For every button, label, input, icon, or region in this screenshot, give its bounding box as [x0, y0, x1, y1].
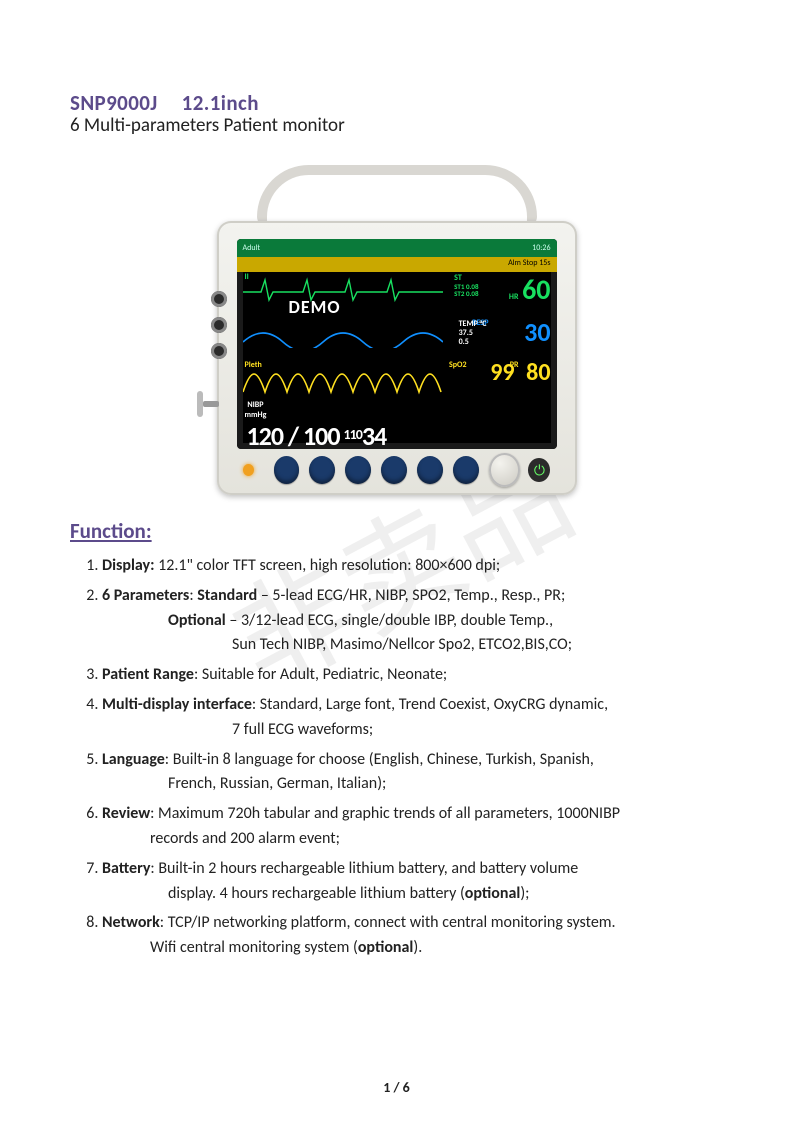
- item-cont: French, Russian, German, Italian);: [102, 772, 723, 797]
- product-image: Adult 10:26 Alm Stop 15s II DEMO HR: [70, 165, 723, 500]
- screen-size: 12.1inch: [182, 90, 259, 116]
- list-item: Review: Maximum 720h tabular and graphic…: [102, 802, 723, 852]
- device-button: [345, 456, 371, 484]
- ecg-lead-label: II: [245, 272, 249, 282]
- list-item: Multi-display interface: Standard, Large…: [102, 693, 723, 743]
- item-body: : TCP/IP networking platform, connect wi…: [160, 913, 616, 932]
- rotary-knob: [489, 453, 520, 487]
- page: 非卖品 SNP9000J12.1inch 6 Multi-parameters …: [0, 0, 793, 1122]
- list-item: Display: 12.1" color TFT screen, high re…: [102, 554, 723, 579]
- title-line: SNP9000J 12.1inch: [70, 90, 723, 116]
- item-body: 12.1" color TFT screen, high resolution:…: [155, 556, 501, 575]
- item-lead: Patient Range: [102, 665, 194, 684]
- device-handle: [257, 165, 537, 227]
- item-body: : Maximum 720h tabular and graphic trend…: [150, 804, 620, 823]
- power-led-icon: [243, 464, 254, 476]
- item-lead: Review: [102, 804, 150, 823]
- item-cont3: records and 200 alarm event;: [102, 827, 723, 852]
- hr-value: 60: [522, 272, 550, 307]
- list-item: Network: TCP/IP networking platform, con…: [102, 911, 723, 961]
- pr-value: 80: [526, 358, 550, 387]
- page-number: 1 / 6: [0, 1079, 793, 1096]
- item-body2: – 5-lead ECG/HR, NIBP, SPO2, Temp., Resp…: [257, 586, 565, 605]
- nibp-sys: 120: [247, 420, 284, 449]
- item-lead: Language: [102, 750, 165, 769]
- item-cont3: Wifi central monitoring system (optional…: [102, 936, 723, 961]
- pr-label: PR: [510, 360, 519, 370]
- item-cont: display. 4 hours rechargeable lithium ba…: [102, 882, 723, 907]
- list-item: Patient Range: Suitable for Adult, Pedia…: [102, 663, 723, 688]
- power-button-icon: ⏻: [528, 458, 550, 482]
- item-cont2: 7 full ECG waveforms;: [102, 718, 723, 743]
- nibp-reading: 120 / 10011034: [247, 420, 387, 449]
- section-heading: Function:: [70, 518, 723, 544]
- device-button: [381, 456, 407, 484]
- device-button: [274, 456, 300, 484]
- device-button: [453, 456, 479, 484]
- nibp-mean: 34: [362, 420, 386, 449]
- resp-value: 30: [524, 316, 550, 348]
- item-body: : Standard, Large font, Trend Coexist, O…: [252, 695, 608, 714]
- nibp-label: NIBPmmHg: [245, 400, 267, 420]
- ecg-wave: [243, 274, 443, 304]
- list-item: Battery: Built-in 2 hours rechargeable l…: [102, 857, 723, 907]
- side-latch: [203, 401, 219, 407]
- item-cont2: Sun Tech NIBP, Masimo/Nellcor Spo2, ETCO…: [102, 633, 723, 658]
- device-controls: ⏻: [243, 455, 551, 485]
- side-ports: [211, 291, 227, 369]
- hr-label: HR: [509, 292, 519, 302]
- nibp-mean-prefix: 110: [344, 426, 362, 443]
- demo-label: DEMO: [289, 296, 341, 318]
- device-screen: Adult 10:26 Alm Stop 15s II DEMO HR: [237, 239, 557, 449]
- item-body: : Built-in 8 language for choose (Englis…: [165, 750, 594, 769]
- item-lead: Battery: [102, 859, 150, 878]
- model-code: SNP9000J: [70, 90, 158, 116]
- nibp-dia: 100: [303, 420, 340, 449]
- spo2-label: SpO2: [449, 360, 467, 370]
- item-body: : Suitable for Adult, Pediatric, Neonate…: [194, 665, 447, 684]
- scr-time: 10:26: [532, 243, 550, 253]
- item-lead: Multi-display interface: [102, 695, 252, 714]
- function-list: Display: 12.1" color TFT screen, high re…: [70, 554, 723, 961]
- scr-mode: Adult: [243, 243, 261, 253]
- item-lead: 6 Parameters: [102, 586, 189, 605]
- item-cont: Optional – 3/12-lead ECG, single/double …: [102, 609, 723, 634]
- resp-wave: [243, 322, 443, 348]
- pleth-wave: [243, 364, 443, 398]
- device-button: [417, 456, 443, 484]
- item-body: : Built-in 2 hours rechargeable lithium …: [150, 859, 578, 878]
- st-line-2: ST2 0.08: [454, 290, 478, 298]
- scr-alarm: Alm Stop 15s: [237, 257, 557, 272]
- device-chassis: Adult 10:26 Alm Stop 15s II DEMO HR: [217, 221, 577, 495]
- list-item: Language: Built-in 8 language for choose…: [102, 748, 723, 798]
- item-bold2: Standard: [197, 586, 257, 605]
- temp-td: 0.5: [459, 338, 487, 347]
- device-button: [309, 456, 335, 484]
- list-item: 6 Parameters: Standard – 5-lead ECG/HR, …: [102, 584, 723, 658]
- item-lead: Network: [102, 913, 160, 932]
- item-lead: Display:: [102, 556, 155, 575]
- subtitle: 6 Multi-parameters Patient monitor: [70, 114, 723, 137]
